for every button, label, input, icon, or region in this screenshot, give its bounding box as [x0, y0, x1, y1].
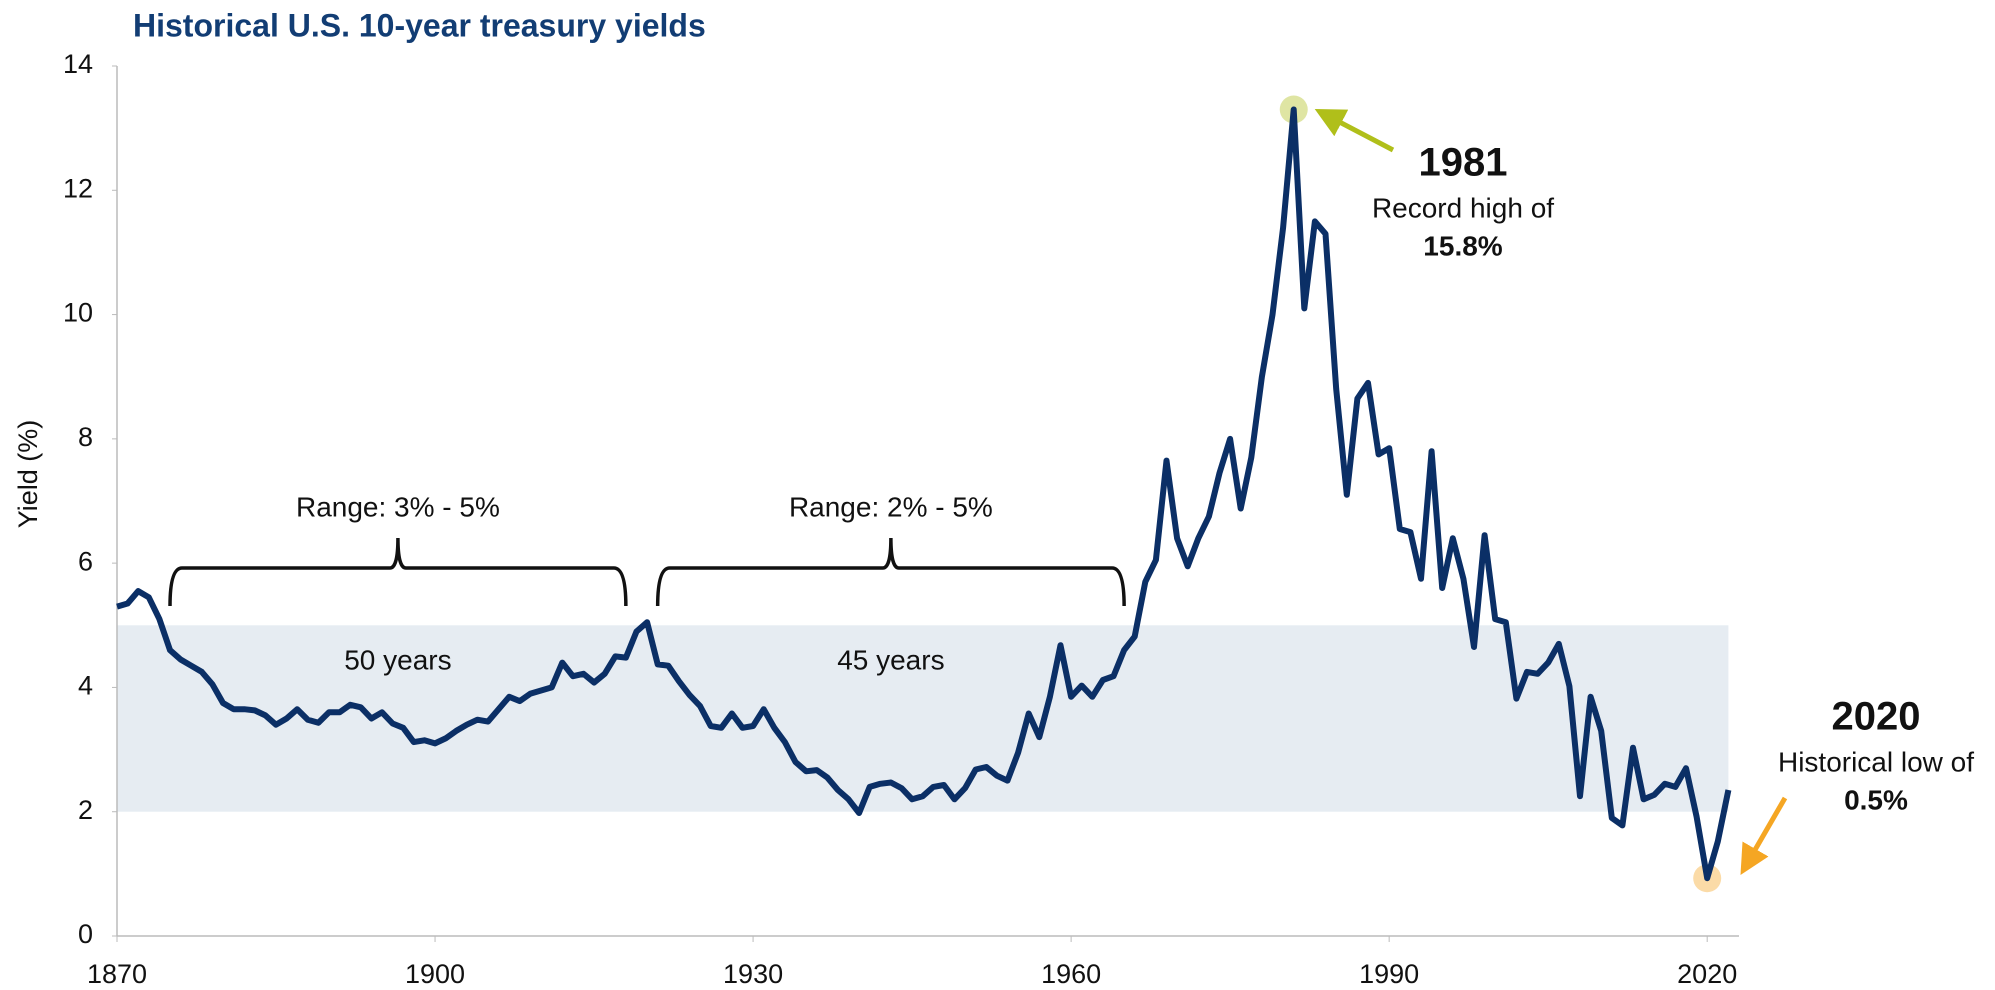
- callout-text: Record high of: [1372, 192, 1554, 223]
- y-tick-label: 10: [63, 298, 93, 328]
- y-tick-label: 2: [78, 795, 93, 825]
- x-tick-label: 1930: [723, 959, 783, 989]
- y-tick-label: 12: [63, 173, 93, 203]
- y-tick-label: 6: [78, 546, 93, 576]
- x-tick-label: 1870: [87, 959, 147, 989]
- y-tick-label: 4: [78, 671, 93, 701]
- callout-arrow: [1314, 109, 1395, 153]
- callout-value: 0.5%: [1844, 784, 1908, 815]
- range-duration: 50 years: [344, 644, 451, 675]
- y-tick-label: 14: [63, 49, 93, 79]
- y-axis-label: Yield (%): [13, 420, 43, 529]
- range-label: Range: 3% - 5%: [296, 491, 500, 522]
- x-tick-label: 1960: [1041, 959, 1101, 989]
- series-line: [116, 106, 1732, 882]
- x-tick-label: 1900: [405, 959, 465, 989]
- callout-year: 1981: [1419, 141, 1508, 185]
- range-duration: 45 years: [837, 644, 944, 675]
- chart-title: Historical U.S. 10-year treasury yields: [133, 7, 706, 43]
- x-tick-label: 2020: [1677, 959, 1737, 989]
- x-tick-label: 1990: [1359, 959, 1419, 989]
- y-tick-label: 0: [78, 919, 93, 949]
- range-bracket: [655, 537, 1126, 607]
- callout-arrow: [1740, 796, 1788, 875]
- callout-value: 15.8%: [1423, 230, 1502, 261]
- range-label: Range: 2% - 5%: [789, 491, 993, 522]
- y-tick-label: 8: [78, 422, 93, 452]
- callout-text: Historical low of: [1778, 746, 1974, 777]
- range-bracket: [168, 537, 628, 607]
- callout-year: 2020: [1832, 695, 1921, 739]
